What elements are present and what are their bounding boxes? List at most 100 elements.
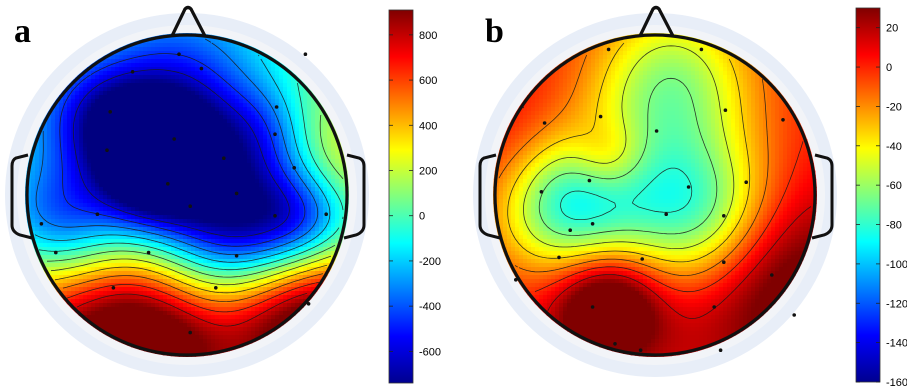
heatmap-cell — [75, 87, 80, 92]
heatmap-cell — [151, 111, 156, 116]
heatmap-cell — [139, 239, 144, 244]
heatmap-cell — [255, 187, 260, 192]
heatmap-cell — [99, 111, 104, 116]
heatmap-cell — [147, 211, 152, 216]
heatmap-cell — [183, 47, 188, 52]
heatmap-cell — [183, 39, 188, 44]
heatmap-cell — [155, 191, 160, 196]
heatmap-cell — [207, 267, 212, 272]
heatmap-cell — [115, 307, 120, 312]
heatmap-cell — [219, 127, 224, 132]
heatmap-cell — [139, 203, 144, 208]
heatmap-cell — [175, 35, 180, 40]
heatmap-cell — [263, 91, 268, 96]
heatmap-cell — [247, 143, 252, 148]
heatmap-cell — [227, 67, 232, 72]
heatmap-cell — [319, 191, 324, 196]
heatmap-cell — [295, 183, 300, 188]
heatmap-cell — [75, 151, 80, 156]
heatmap-cell — [199, 159, 204, 164]
heatmap-cell — [255, 91, 260, 96]
heatmap-cell — [211, 63, 216, 68]
heatmap-cell — [311, 235, 316, 240]
heatmap-cell — [95, 107, 100, 112]
heatmap-cell — [235, 275, 240, 280]
heatmap-cell — [251, 267, 256, 272]
heatmap-cell — [223, 99, 228, 104]
heatmap-cell — [127, 311, 132, 316]
heatmap-cell — [267, 119, 272, 124]
heatmap-cell — [203, 59, 208, 64]
heatmap-cell — [139, 271, 144, 276]
heatmap-cell — [115, 135, 120, 140]
heatmap-cell — [195, 131, 200, 136]
heatmap-cell — [143, 83, 148, 88]
heatmap-cell — [75, 243, 80, 248]
heatmap-cell — [175, 263, 180, 268]
heatmap-cell — [295, 83, 300, 88]
heatmap-cell — [231, 251, 236, 256]
heatmap-cell — [123, 147, 128, 152]
heatmap-cell — [87, 159, 92, 164]
heatmap-cell — [187, 255, 192, 260]
heatmap-cell — [223, 95, 228, 100]
heatmap-cell — [147, 199, 152, 204]
heatmap-cell — [243, 311, 248, 316]
heatmap-cell — [171, 35, 176, 40]
heatmap-cell — [59, 127, 64, 132]
heatmap-cell — [219, 107, 224, 112]
heatmap-cell — [131, 251, 136, 256]
heatmap-cell — [131, 163, 136, 168]
heatmap-cell — [203, 119, 208, 124]
heatmap-cell — [219, 195, 224, 200]
heatmap-cell — [127, 115, 132, 120]
heatmap-cell — [99, 211, 104, 216]
heatmap-cell — [267, 179, 272, 184]
heatmap-cell — [211, 167, 216, 172]
heatmap-cell — [203, 163, 208, 168]
heatmap-cell — [231, 123, 236, 128]
heatmap-cell — [131, 215, 136, 220]
heatmap-cell — [103, 271, 108, 276]
heatmap-cell — [223, 291, 228, 296]
heatmap-cell — [239, 299, 244, 304]
heatmap-cell — [99, 183, 104, 188]
heatmap-cell — [123, 235, 128, 240]
heatmap-cell — [191, 191, 196, 196]
heatmap-cell — [255, 223, 260, 228]
heatmap-cell — [327, 231, 332, 236]
heatmap-cell — [187, 235, 192, 240]
heatmap-cell — [199, 187, 204, 192]
heatmap-cell — [251, 59, 256, 64]
heatmap-cell — [291, 219, 296, 224]
heatmap-cell — [79, 87, 84, 92]
heatmap-cell — [155, 139, 160, 144]
heatmap-cell — [191, 115, 196, 120]
heatmap-cell — [259, 75, 264, 80]
heatmap-cell — [231, 311, 236, 316]
heatmap-cell — [255, 275, 260, 280]
heatmap-cell — [235, 247, 240, 252]
heatmap-cell — [223, 111, 228, 116]
heatmap-cell — [327, 219, 332, 224]
heatmap-cell — [83, 283, 88, 288]
heatmap-cell — [231, 307, 236, 312]
heatmap-cell — [71, 215, 76, 220]
heatmap-cell — [175, 207, 180, 212]
heatmap-cell — [223, 259, 228, 264]
heatmap-cell — [167, 223, 172, 228]
heatmap-cell — [99, 271, 104, 276]
heatmap-cell — [283, 287, 288, 292]
heatmap-cell — [215, 75, 220, 80]
heatmap-cell — [155, 271, 160, 276]
heatmap-cell — [199, 163, 204, 168]
heatmap-cell — [175, 271, 180, 276]
heatmap-cell — [271, 267, 276, 272]
heatmap-cell — [255, 167, 260, 172]
heatmap-cell — [83, 203, 88, 208]
heatmap-cell — [171, 239, 176, 244]
heatmap-cell — [95, 159, 100, 164]
heatmap-cell — [263, 311, 268, 316]
heatmap-cell — [259, 283, 264, 288]
heatmap-cell — [51, 247, 56, 252]
